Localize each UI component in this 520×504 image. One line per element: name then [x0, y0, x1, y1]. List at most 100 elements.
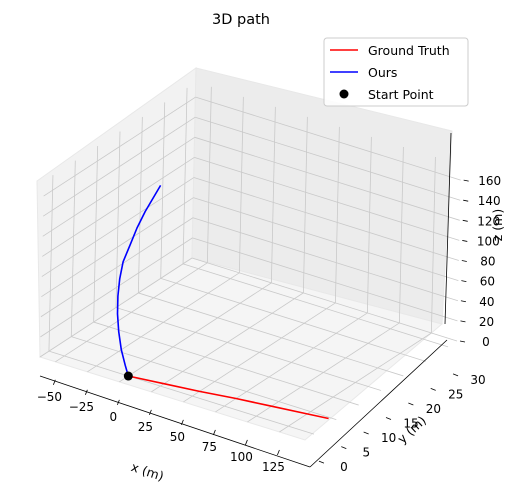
grid-line-z-back [195, 96, 461, 181]
z-tick-label: 0 [482, 335, 490, 349]
grid-lines [39, 86, 461, 435]
y-tick-mark [430, 388, 436, 391]
grid-line-x-back [366, 136, 372, 313]
grid-line-y-left [137, 116, 143, 293]
z-tick-label: 60 [480, 275, 495, 289]
z-tick-mark [462, 219, 468, 222]
z-tick-mark [460, 300, 466, 303]
z-tick-label: 40 [479, 295, 494, 309]
grid-line-z-left [39, 257, 193, 358]
grid-line-z-left [42, 157, 195, 257]
y-tick-label: 20 [426, 402, 441, 416]
y-tick-mark [318, 460, 325, 464]
legend-label-ours: Ours [368, 65, 397, 80]
z-axis-label: z (m) [490, 209, 505, 241]
z-tick-mark [459, 340, 466, 343]
grid-line-z-left [40, 217, 194, 318]
grid-line-z-back [194, 136, 460, 221]
series-line-ours [116, 184, 162, 377]
grid-line-y-floor [48, 350, 315, 435]
z-tick-label: 120 [477, 214, 500, 228]
z-tick-label: 100 [477, 234, 500, 248]
x-axis-line [39, 375, 311, 468]
z-tick-mark [461, 280, 467, 283]
grid-line-y-left [160, 102, 166, 279]
x-tick-mark [277, 449, 280, 456]
grid-line-x-back [430, 156, 436, 333]
y-tick-mark [385, 417, 392, 420]
grid-line-y-floor [93, 321, 359, 406]
grid-line-z-back [191, 257, 458, 342]
marker-start-point [123, 371, 133, 381]
grid-line-z-left [41, 197, 194, 297]
y-tick-mark [341, 446, 347, 449]
y-tick-label: 30 [470, 373, 485, 387]
grid-line-z-left [43, 96, 196, 197]
z-tick-mark [461, 260, 467, 262]
grid-line-y-floor [182, 263, 449, 348]
z-tick-mark [462, 240, 468, 242]
x-tick-label: −25 [69, 400, 94, 414]
grid-line-z-left [42, 136, 195, 237]
grid-line-z-back [192, 237, 458, 322]
axis-edges [39, 132, 452, 468]
y-tick-mark [408, 402, 414, 406]
grid-line-y-left [182, 87, 188, 264]
grid-line-y-left [70, 160, 76, 337]
x-tick-mark [245, 439, 248, 446]
axis-panes [36, 67, 453, 441]
series-line-ground-truth [128, 375, 329, 420]
grid-line-y-left [48, 175, 54, 352]
y-tick-label: 5 [362, 446, 370, 460]
grid-line-z-left [41, 177, 195, 277]
y-tick-mark [363, 431, 369, 435]
grid-line-x-back [238, 96, 244, 273]
data-series [116, 184, 329, 420]
grid-line-y-floor [115, 307, 382, 391]
chart-title: 3D path [212, 12, 270, 28]
x-tick-mark [52, 379, 56, 385]
legend-box [323, 37, 469, 107]
x-tick-mark [84, 389, 88, 395]
grid-line-y-floor [138, 292, 404, 377]
legend-marker-start-point [339, 89, 349, 99]
legend-label-ground-truth: Ground Truth [368, 43, 450, 58]
y-tick-label: 10 [381, 431, 396, 445]
grid-line-z-back [193, 177, 459, 261]
y-tick-label: 0 [340, 460, 348, 474]
grid-line-x-back [302, 116, 308, 293]
x-axis-label: x (m) [129, 459, 165, 484]
legend: Ground Truth Ours Start Point [323, 37, 469, 107]
x-tick-label: 50 [170, 430, 185, 444]
x-tick-label: 25 [138, 420, 153, 434]
y-axis-line [309, 339, 448, 468]
x-tick-mark [213, 429, 216, 436]
z-tick-label: 140 [478, 194, 501, 208]
x-tick-mark [117, 399, 120, 406]
x-tick-label: 125 [262, 460, 285, 474]
x-tick-label: 75 [202, 440, 217, 454]
grid-line-z-left [42, 116, 196, 217]
z-tick-mark [460, 320, 466, 323]
y-tick-label: 15 [403, 417, 418, 431]
grid-line-z-back [195, 116, 461, 201]
y-tick-label: 25 [448, 387, 463, 401]
z-tick-label: 80 [480, 255, 495, 269]
z-tick-label: 20 [479, 315, 494, 329]
x-tick-label: −50 [37, 390, 62, 404]
grid-line-z-back [194, 157, 460, 241]
grid-line-x-back [206, 86, 212, 263]
grid-line-y-left [115, 131, 121, 308]
x-tick-label: 100 [230, 450, 253, 464]
z-tick-mark [463, 199, 469, 202]
grid-line-z-left [40, 237, 193, 338]
grid-line-y-floor [160, 278, 426, 362]
grid-line-y-left [93, 146, 99, 323]
grid-line-x-back [270, 106, 276, 283]
z-axis-line [444, 132, 452, 325]
grid-line-z-back [192, 217, 459, 302]
grid-line-x-back [334, 126, 340, 303]
legend-label-start-point: Start Point [368, 87, 434, 102]
z-tick-mark [463, 179, 469, 182]
